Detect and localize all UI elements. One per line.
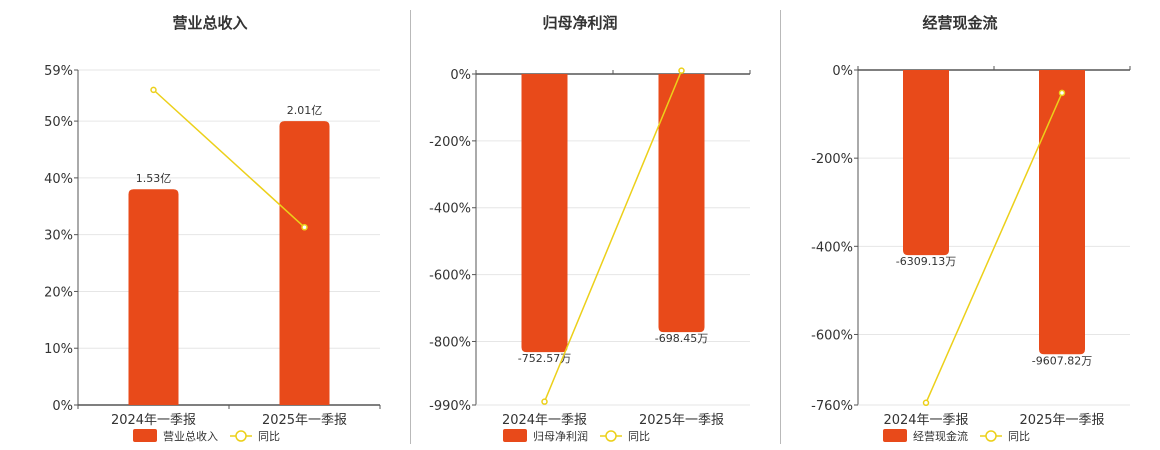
x-category-label: 2024年一季报 — [883, 413, 968, 428]
chart-title: 归母净利润 — [542, 14, 617, 32]
bar-data-label: -9607.82万 — [1032, 354, 1092, 367]
chart-panel-cash-flow: 经营现金流 0% -200% -400% -600% -760% 2024年一季报 2025年… — [772, 0, 1158, 450]
y-tick-label: -600% — [429, 269, 471, 284]
cash-flow-chart: 经营现金流 0% -200% -400% -600% -760% 2024年一季报 2025年… — [811, 14, 1131, 443]
legend-line-marker — [235, 430, 247, 442]
y-tick-label: 0% — [52, 399, 73, 414]
y-tick-label: -200% — [811, 152, 853, 167]
y-tick-label: -600% — [811, 328, 853, 343]
y-tick-label: 20% — [44, 285, 73, 300]
y-tick-label: -200% — [429, 135, 471, 150]
bar — [521, 74, 568, 353]
legend-bar-swatch — [503, 429, 527, 442]
y-tick-label: 10% — [44, 342, 73, 357]
bar-data-label: -6309.13万 — [896, 255, 956, 268]
yoy-point — [301, 224, 308, 231]
bar — [903, 70, 949, 256]
bar — [1039, 70, 1085, 355]
yoy-line — [152, 89, 306, 228]
net-profit-chart: 归母净利润 0% -200% -400% -600% -800% -990% 2024年一季报… — [429, 14, 751, 443]
x-category-label: 2024年一季报 — [111, 413, 196, 428]
bar-data-label: -698.45万 — [655, 332, 708, 345]
bar — [658, 74, 705, 333]
x-category-label: 2025年一季报 — [1019, 413, 1104, 428]
revenue-chart: 营业总收入 0% 10% 20% 30% 40% 50% 59% 2024年一季报 2025年一季… — [44, 14, 381, 443]
yoy-point — [922, 399, 930, 407]
legend-line-marker — [605, 430, 617, 442]
yoy-point — [541, 398, 548, 405]
y-tick-label: -760% — [811, 399, 853, 414]
x-category-label: 2024年一季报 — [502, 413, 587, 428]
bar-data-label: 1.53亿 — [136, 172, 172, 185]
legend-line-label: 同比 — [258, 430, 280, 443]
chart-panel-net-profit: 归母净利润 0% -200% -400% -600% -800% -990% 2024年一季报… — [386, 0, 772, 450]
panel-divider — [780, 10, 781, 444]
y-tick-label: 0% — [832, 64, 853, 79]
legend-bar-label: 经营现金流 — [913, 429, 968, 443]
yoy-line — [543, 70, 683, 402]
yoy-point — [1058, 89, 1066, 97]
legend-line-marker — [985, 430, 997, 442]
y-tick-label: 59% — [44, 64, 73, 79]
legend-bar-label: 归母净利润 — [533, 429, 588, 443]
yoy-point — [150, 86, 157, 94]
yoy-line — [925, 92, 1063, 404]
chart-title: 经营现金流 — [922, 14, 997, 32]
y-tick-label: 40% — [44, 172, 73, 187]
yoy-point — [678, 67, 685, 74]
legend-bar-swatch — [133, 429, 157, 442]
chart-panel-revenue: 营业总收入 0% 10% 20% 30% 40% 50% 59% 2024年一季报 2025年一季… — [0, 0, 386, 450]
y-tick-label: 50% — [44, 115, 73, 130]
panel-divider — [410, 10, 411, 444]
legend-bar-label: 营业总收入 — [163, 429, 218, 443]
y-tick-label: -400% — [811, 240, 853, 255]
bar-data-label: 2.01亿 — [287, 104, 323, 117]
y-tick-label: -990% — [429, 399, 471, 414]
x-category-label: 2025年一季报 — [262, 413, 347, 428]
bar-data-label: -752.57万 — [518, 352, 571, 365]
bar — [128, 189, 179, 405]
legend-bar-swatch — [883, 429, 907, 442]
legend-line-label: 同比 — [1008, 430, 1030, 443]
chart-title: 营业总收入 — [172, 14, 247, 32]
y-tick-label: -400% — [429, 202, 471, 217]
x-category-label: 2025年一季报 — [639, 413, 724, 428]
y-tick-label: -800% — [429, 335, 471, 350]
bar — [279, 121, 330, 406]
y-tick-label: 30% — [44, 229, 73, 244]
legend-line-label: 同比 — [628, 430, 650, 443]
y-tick-label: 0% — [450, 68, 471, 83]
